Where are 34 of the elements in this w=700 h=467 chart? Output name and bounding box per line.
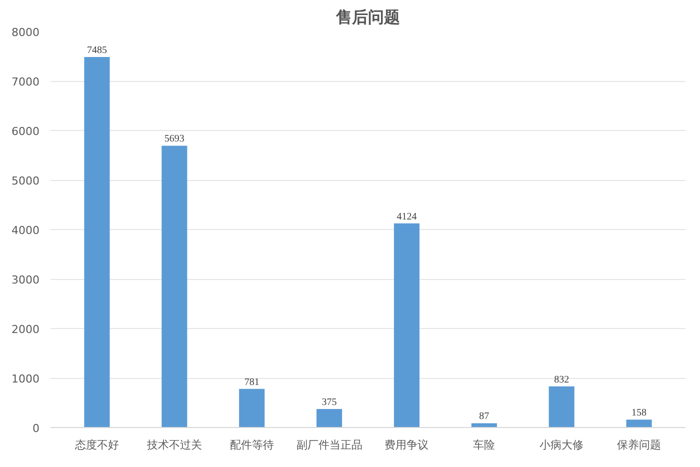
y-tick-label: 7000 [12,76,40,88]
data-label: 5693 [164,134,184,145]
y-tick-label: 3000 [12,274,40,286]
x-tick-label: 保养问题 [617,438,662,452]
y-tick-label: 5000 [12,174,40,188]
bar [394,223,420,428]
data-label: 832 [554,374,570,386]
y-tick-label: 0 [32,422,40,435]
data-label: 781 [244,376,260,388]
bar [548,386,574,428]
y-tick-label: 1000 [12,372,40,386]
bar [162,146,188,428]
x-tick-label: 车险 [473,438,496,452]
bar [84,56,110,428]
data-label: 4124 [396,211,417,222]
bar [316,408,342,428]
x-tick-label: 费用争议 [384,438,429,452]
x-tick-label: 副厂件当正品 [296,438,362,452]
chart-title: 售后问题 [335,8,400,26]
data-label: 87 [479,411,490,422]
x-tick-label: 配件等待 [230,438,274,452]
bar [239,388,265,428]
y-tick-label: 6000 [12,125,40,138]
y-tick-label: 4000 [12,224,40,237]
bar [626,420,652,428]
x-tick-label: 小病大修 [540,438,584,452]
y-tick-label: 8000 [12,26,40,39]
bar [471,423,497,428]
data-label: 7485 [86,44,107,56]
x-tick-label: 态度不好 [74,438,119,452]
y-tick-label: 2000 [12,323,40,336]
x-tick-label: 技术不过关 [146,438,202,452]
data-label: 375 [322,396,337,408]
data-label: 158 [632,408,647,419]
